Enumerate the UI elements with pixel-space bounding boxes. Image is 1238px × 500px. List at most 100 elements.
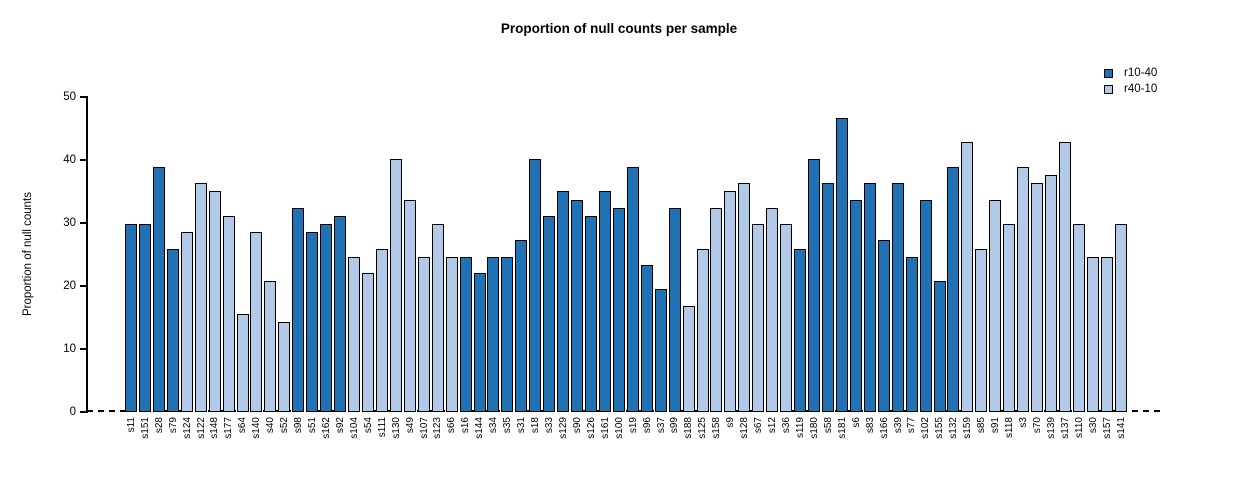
bar-s100 [612,207,625,412]
x-label-s90: s90 [571,417,583,434]
bar-s92 [334,215,347,412]
y-tick-mark [80,222,87,225]
bar-s9 [724,191,737,412]
bar-s33 [543,215,556,412]
x-label-s52: s52 [279,417,291,434]
x-label-s104: s104 [348,417,360,439]
bar-s122 [194,183,207,412]
bar-s126 [585,215,598,412]
x-label-s96: s96 [641,417,653,434]
legend: r10-40 r40-10 [1104,65,1157,97]
x-label-s111: s111 [376,417,388,438]
bar-s18 [529,158,542,412]
bar-s158 [710,207,723,412]
x-label-s158: s158 [711,417,723,439]
bar-s188 [682,305,695,412]
bar-s125 [696,248,709,412]
x-label-s180: s180 [808,417,820,439]
x-label-s49: s49 [404,417,416,434]
x-label-s125: s125 [697,417,709,439]
bar-s30 [1086,256,1099,412]
bar-s28 [152,166,165,412]
y-tick-label: 50 [63,91,76,104]
bar-s37 [654,289,667,412]
x-label-s58: s58 [822,417,834,434]
bar-s148 [208,191,221,412]
x-label-s34: s34 [488,417,500,434]
x-label-s181: s181 [836,417,848,439]
legend-row-r10-40: r10-40 [1104,65,1157,81]
x-label-s31: s31 [516,417,528,434]
bar-s104 [348,256,361,412]
bar-s12 [766,207,779,412]
x-label-s126: s126 [585,417,597,439]
y-tick-mark [80,285,87,288]
chart-title: Proportion of null counts per sample [500,21,738,36]
y-axis-line [86,96,88,413]
y-tick-mark [80,159,87,162]
bar-s161 [598,191,611,412]
x-label-s151: s151 [139,417,151,439]
x-label-s118: s118 [1004,417,1016,438]
bar-s177 [222,215,235,412]
x-label-s144: s144 [474,417,486,439]
bar-s66 [445,256,458,412]
x-label-s157: s157 [1101,417,1113,439]
bar-s67 [752,224,765,412]
bar-s139 [1045,175,1058,412]
bar-s16 [459,256,472,412]
x-label-s18: s18 [530,417,542,434]
x-label-s98: s98 [293,417,305,434]
bar-s64 [236,313,249,412]
x-label-s83: s83 [864,417,876,434]
x-label-s155: s155 [934,417,946,439]
bar-s128 [738,183,751,412]
bar-s110 [1072,224,1085,412]
bar-s96 [640,264,653,412]
x-label-s91: s91 [990,417,1002,434]
x-label-s40: s40 [265,417,277,434]
x-label-s161: s161 [599,417,611,439]
x-label-s77: s77 [906,417,918,434]
x-label-s100: s100 [613,417,625,439]
bar-s181 [835,117,848,412]
x-label-s66: s66 [446,417,458,434]
x-label-s128: s128 [739,417,751,439]
x-label-s11: s11 [125,417,137,433]
bar-s180 [808,158,821,412]
bar-s85 [975,248,988,412]
bar-s19 [626,166,639,412]
bar-s151 [138,224,151,412]
x-label-s28: s28 [153,417,165,434]
bar-s141 [1114,224,1127,412]
x-axis-labels: s11 s151 s28 s79 s124 s122 s148 s177 s64 s140 s40 s… [125,417,1130,487]
x-label-s159: s159 [962,417,974,439]
bar-s3 [1017,166,1030,412]
bar-s118 [1003,224,1016,412]
bar-s155 [933,281,946,412]
bar-s123 [431,224,444,412]
bar-s11 [125,224,137,412]
bar-s130 [389,158,402,412]
x-label-s123: s123 [432,417,444,439]
bar-s58 [822,183,834,412]
x-label-s99: s99 [669,417,681,434]
x-label-s70: s70 [1031,417,1043,434]
x-label-s119: s119 [794,417,806,438]
bar-s111 [375,248,388,412]
legend-row-r40-10: r40-10 [1104,81,1157,97]
x-label-s166: s166 [878,417,890,439]
x-label-s85: s85 [976,417,988,434]
bar-s54 [361,273,374,412]
bar-s157 [1100,256,1113,412]
legend-label: r10-40 [1124,67,1158,79]
x-label-s12: s12 [767,417,779,434]
bar-s40 [264,281,277,412]
bar-s137 [1058,142,1071,412]
bar-s52 [278,322,291,412]
bar-s119 [794,248,807,412]
bar-s102 [919,199,932,412]
y-tick-mark [80,348,87,351]
x-label-s188: s188 [683,417,695,439]
y-tick-mark [80,96,87,99]
